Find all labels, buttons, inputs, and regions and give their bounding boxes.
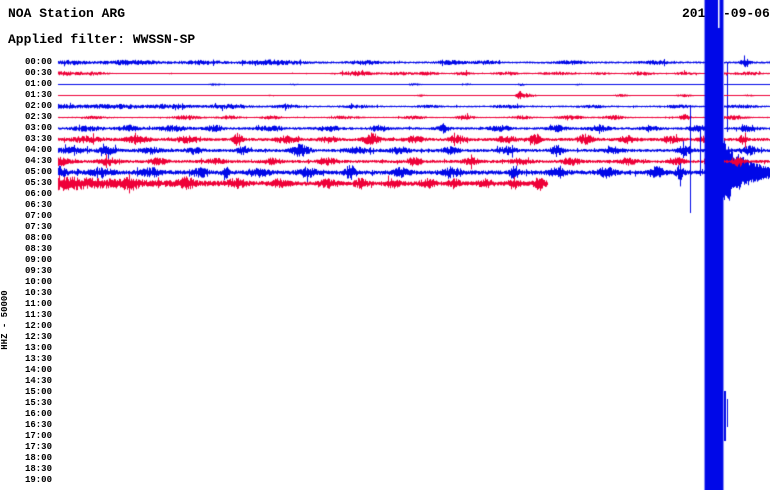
time-label: 12:30	[24, 331, 52, 342]
time-label: 06:00	[24, 188, 52, 199]
time-label: 02:00	[24, 100, 52, 111]
time-label: 15:30	[24, 397, 52, 408]
time-label: 16:30	[24, 419, 52, 430]
time-label: 02:30	[24, 111, 52, 122]
time-label: 07:00	[24, 210, 52, 221]
time-label: 10:00	[24, 276, 52, 287]
time-label: 14:00	[24, 364, 52, 375]
time-label: 08:00	[24, 232, 52, 243]
time-label: 03:00	[24, 122, 52, 133]
time-label: 01:00	[24, 78, 52, 89]
time-label: 19:00	[24, 474, 52, 485]
time-label: 17:00	[24, 430, 52, 441]
time-label: 04:30	[24, 155, 52, 166]
time-label: 07:30	[24, 221, 52, 232]
recording-date-suffix: -09-06	[723, 6, 770, 21]
time-label: 11:30	[24, 309, 52, 320]
time-label: 03:30	[24, 133, 52, 144]
time-label: 09:30	[24, 265, 52, 276]
time-label: 00:00	[24, 56, 52, 67]
time-label: 16:00	[24, 408, 52, 419]
time-label: 13:00	[24, 342, 52, 353]
time-label-column: 00:00 00:30 01:00 01:30 02:00 02:30 03:00 03:30…	[0, 0, 54, 490]
time-label: 14:30	[24, 375, 52, 386]
time-label: 18:00	[24, 452, 52, 463]
time-label: 01:30	[24, 89, 52, 100]
time-label: 00:30	[24, 67, 52, 78]
time-label: 05:00	[24, 166, 52, 177]
time-label: 17:30	[24, 441, 52, 452]
time-label: 11:00	[24, 298, 52, 309]
time-label: 15:00	[24, 386, 52, 397]
time-label: 12:00	[24, 320, 52, 331]
recording-date-prefix: 201	[682, 6, 706, 21]
time-label: 05:30	[24, 177, 52, 188]
time-label: 10:30	[24, 287, 52, 298]
time-label: 06:30	[24, 199, 52, 210]
time-label: 13:30	[24, 353, 52, 364]
time-label: 09:00	[24, 254, 52, 265]
time-label: 04:00	[24, 144, 52, 155]
time-label: 08:30	[24, 243, 52, 254]
time-label: 18:30	[24, 463, 52, 474]
